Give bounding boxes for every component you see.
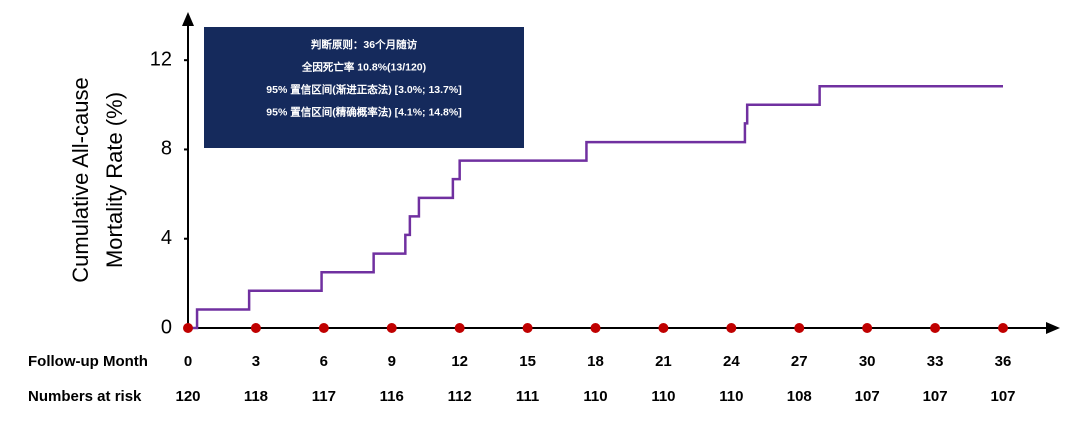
x-tick-label: 9 [388,353,396,370]
tick-marker [318,323,329,333]
tick-marker [590,323,601,333]
x-tick-label: 27 [791,353,808,370]
tick-marker [386,323,397,333]
risk-value: 107 [855,388,880,405]
risk-value: 117 [312,388,336,405]
risk-value: 110 [651,388,675,405]
risk-value: 116 [380,388,404,405]
annotation-text: 判断原则：36个月随访 [311,38,418,51]
risk-label: Numbers at risk [28,388,142,405]
x-tick-label: 33 [927,353,944,370]
x-tick-label: 21 [655,353,672,370]
y-tick-label: 4 [161,227,172,249]
y-axis-label: Cumulative All-cause [68,77,93,282]
x-tick-label: 30 [859,353,876,370]
tick-marker [726,323,737,333]
y-tick-label: 12 [150,48,172,70]
tick-marker [183,323,193,333]
x-axis-label: Follow-up Month [28,353,148,370]
tick-marker [522,323,533,333]
risk-value: 110 [583,388,607,405]
annotation-text: 95% 置信区间(渐进正态法) [3.0%; 13.7%] [266,83,461,96]
x-tick-label: 18 [587,353,604,370]
step-line [188,85,1003,330]
risk-value: 112 [448,388,472,405]
x-tick-label: 0 [184,353,192,370]
x-tick-label: 6 [320,353,328,370]
risk-value: 107 [990,388,1015,405]
x-axis-arrow [1046,322,1060,334]
x-tick-label: 15 [519,353,536,370]
tick-marker [930,323,941,333]
risk-value: 110 [719,388,743,405]
y-axis-arrow [182,12,194,26]
annotation-text: 95% 置信区间(精确概率法) [4.1%; 14.8%] [266,105,461,118]
risk-value: 120 [175,388,200,405]
risk-value: 107 [923,388,948,405]
annotation-text: 全因死亡率 10.8%(13/120) [301,60,426,73]
risk-value: 108 [787,388,812,405]
tick-marker [862,323,873,333]
y-tick-label: 0 [161,316,172,338]
risk-value: 111 [516,388,539,405]
tick-marker [998,323,1008,333]
tick-marker [794,323,805,333]
tick-marker [454,323,465,333]
y-axis-label: Mortality Rate (%) [102,92,127,268]
x-tick-label: 36 [995,353,1012,370]
x-tick-label: 3 [252,353,260,370]
tick-marker [658,323,669,333]
x-tick-label: 24 [723,353,740,370]
y-tick-label: 8 [161,138,172,160]
x-tick-label: 12 [451,353,468,370]
annotation-box [204,27,524,148]
risk-value: 118 [244,388,268,405]
tick-marker [250,323,261,333]
